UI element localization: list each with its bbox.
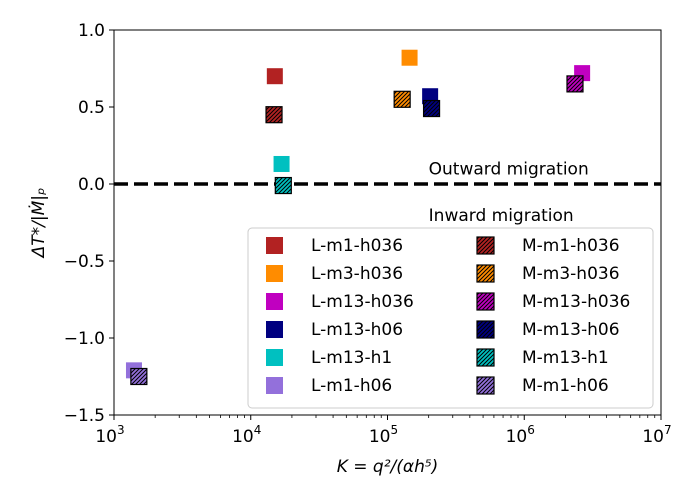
- x-tick-exponent: 4: [254, 423, 262, 437]
- y-axis-label: ΔT*/|Ṁ|ₚ: [28, 188, 49, 260]
- x-axis-label: K = q²/(αh⁵): [337, 457, 439, 477]
- legend-marker-M-m13-h1: [476, 348, 495, 367]
- legend-label-L-m13-h06: L-m13-h06: [311, 320, 403, 340]
- x-tick-exponent: 7: [664, 423, 672, 437]
- point-L-m13-h1: [273, 155, 290, 172]
- legend-marker-L-m1-h06: [266, 377, 283, 394]
- point-M-m13-h06: [422, 99, 441, 118]
- point-M-m1-h036: [265, 106, 283, 124]
- legend-label-M-m13-h036: M-m13-h036: [522, 292, 630, 312]
- y-tick-label: 0.5: [78, 98, 105, 118]
- legend-label-M-m1-h06: M-m1-h06: [522, 376, 609, 396]
- point-L-m3-h036: [401, 49, 418, 66]
- legend-marker-L-m13-h1: [266, 349, 283, 366]
- annotation-inward: Inward migration: [429, 206, 574, 226]
- x-tick-base: 10: [642, 427, 664, 447]
- legend-label-M-m3-h036: M-m3-h036: [522, 264, 620, 284]
- legend-label-M-m13-h06: M-m13-h06: [522, 320, 620, 340]
- legend-marker-M-m13-h036: [476, 292, 495, 311]
- legend-marker-L-m3-h036: [266, 265, 283, 282]
- x-tick-exponent: 6: [527, 423, 535, 437]
- legend-marker-L-m1-h036: [266, 237, 283, 254]
- legend-marker-L-m13-h036: [266, 293, 283, 310]
- point-L-m1-h036: [266, 68, 283, 85]
- point-M-m13-h036: [566, 75, 584, 93]
- x-tick-base: 10: [506, 427, 528, 447]
- x-tick-label: 103: [95, 423, 124, 447]
- legend-label-L-m1-h036: L-m1-h036: [311, 236, 403, 256]
- point-M-m13-h1: [274, 176, 292, 195]
- legend-label-M-m1-h036: M-m1-h036: [522, 236, 620, 256]
- annotation-outward: Outward migration: [429, 160, 589, 180]
- x-tick-exponent: 3: [117, 423, 125, 437]
- x-tick-label: 107: [642, 423, 671, 447]
- y-tick-label: 1.0: [78, 21, 105, 41]
- legend-marker-M-m1-h036: [476, 236, 495, 255]
- point-M-m1-h06: [130, 367, 148, 386]
- x-tick-label: 104: [232, 423, 261, 447]
- legend-label-M-m13-h1: M-m13-h1: [522, 348, 609, 368]
- x-tick-base: 10: [369, 427, 391, 447]
- y-tick-label: −0.5: [64, 252, 105, 272]
- y-tick-label: −1.5: [64, 406, 105, 426]
- legend-marker-M-m13-h06: [476, 320, 495, 339]
- data-points: [125, 49, 591, 386]
- legend-marker-M-m3-h036: [476, 264, 495, 283]
- legend-label-L-m3-h036: L-m3-h036: [311, 264, 403, 284]
- x-tick-base: 10: [95, 427, 117, 447]
- x-tick-exponent: 5: [391, 423, 399, 437]
- x-tick-label: 105: [369, 423, 398, 447]
- x-tick-base: 10: [232, 427, 254, 447]
- y-tick-label: −1.0: [64, 329, 105, 349]
- legend-marker-M-m1-h06: [476, 376, 495, 395]
- legend-label-L-m13-h1: L-m13-h1: [311, 348, 392, 368]
- legend-label-L-m1-h06: L-m1-h06: [311, 376, 392, 396]
- legend-marker-L-m13-h06: [266, 321, 283, 338]
- legend-label-L-m13-h036: L-m13-h036: [311, 292, 414, 312]
- x-tick-label: 106: [506, 423, 535, 447]
- legend: L-m1-h036 L-m3-h036 L-m13-h036 L-m13-h06 L-m…: [247, 227, 654, 409]
- legend-box: [247, 227, 654, 409]
- point-M-m3-h036: [393, 90, 411, 108]
- annotations: Outward migration Inward migration: [429, 160, 589, 226]
- y-tick-label: 0.0: [78, 175, 105, 195]
